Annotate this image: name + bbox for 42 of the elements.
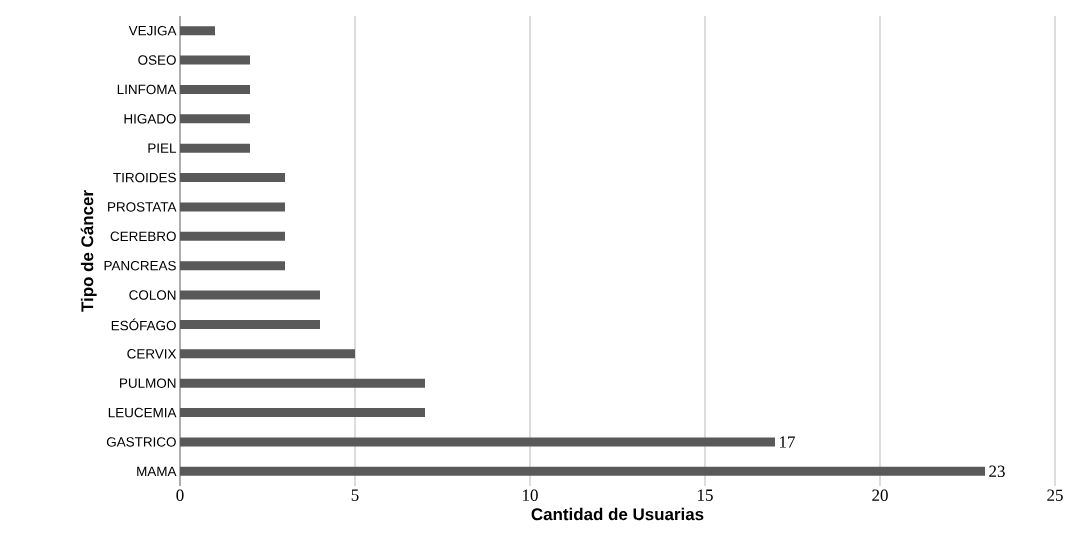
bar (180, 26, 215, 36)
y-tick-label: PANCREAS (104, 260, 176, 271)
bar (180, 143, 250, 153)
y-tick-label: LINFOMA (117, 84, 177, 95)
x-tick-label: 0 (176, 489, 184, 501)
y-tick-label: PIEL (148, 143, 177, 153)
y-tick-label: TIROIDES (113, 172, 176, 183)
bar (180, 466, 986, 476)
y-tick-label: LEUCEMIA (108, 407, 177, 418)
y-tick-label: CERVIX (127, 349, 177, 359)
x-tick-label: 25 (1047, 489, 1063, 501)
bar (180, 349, 355, 359)
y-tick-label: PROSTATA (108, 202, 177, 212)
bar (180, 437, 776, 447)
x-tick-label: 20 (872, 489, 888, 501)
y-tick-label: MAMA (137, 466, 177, 476)
y-tick-label: GASTRICO (106, 437, 176, 447)
x-axis-title: Cantidad de Usuarias (531, 507, 704, 521)
y-tick-label: ESÓFAGO (111, 318, 176, 331)
y-tick-label: COLON (129, 290, 176, 300)
y-tick-label: CEREBRO (110, 231, 176, 242)
bar (180, 55, 250, 65)
bar (180, 290, 320, 300)
y-tick-label: HIGADO (124, 114, 176, 124)
bar (180, 173, 285, 183)
y-tick-label: VEJIGA (128, 25, 177, 36)
data-label: 23 (989, 465, 1005, 478)
bar (180, 408, 425, 418)
x-tick-label: 10 (523, 489, 538, 501)
data-label: 17 (780, 436, 795, 448)
bar (180, 202, 285, 212)
bar (180, 84, 250, 94)
x-tick-label: 15 (698, 489, 713, 501)
bar (180, 261, 285, 271)
bar (180, 231, 285, 241)
bar (180, 319, 320, 329)
bar (180, 378, 425, 388)
y-tick-label: PULMON (120, 378, 176, 388)
y-tick-label: OSEO (138, 55, 176, 65)
y-axis-title: Tipo de Cáncer (80, 190, 97, 312)
bar (180, 114, 250, 124)
x-tick-label: 5 (351, 489, 359, 501)
